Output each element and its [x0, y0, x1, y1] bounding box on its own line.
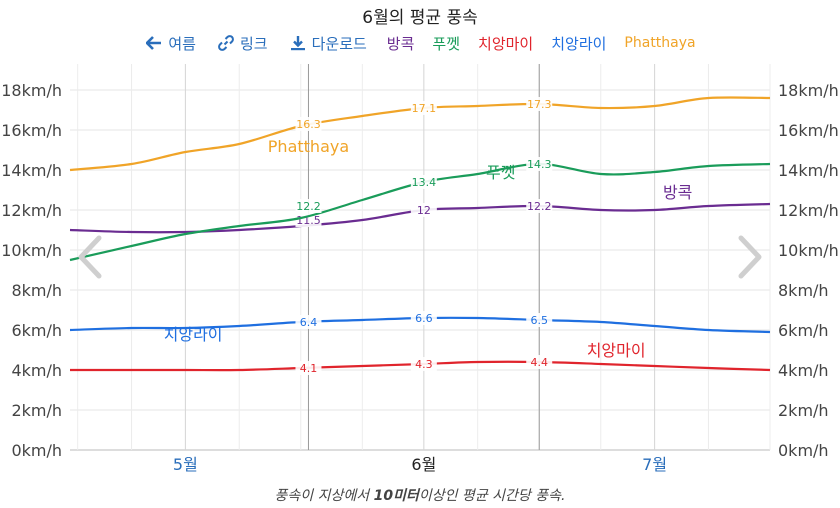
data-label: 17.1	[412, 102, 437, 115]
arrow-left-icon	[146, 36, 162, 50]
data-label-bg	[410, 203, 437, 217]
y-tick-label-right: 14km/h	[778, 161, 839, 180]
y-tick-label-right: 4km/h	[778, 361, 829, 380]
y-tick-label-right: 6km/h	[778, 321, 829, 340]
y-tick-label-left: 2km/h	[11, 401, 62, 420]
data-label-bg	[410, 311, 437, 325]
prev-month-button[interactable]	[75, 234, 105, 280]
chevron-left-icon	[78, 235, 102, 279]
data-label: 12.2	[296, 200, 321, 213]
caption-bold-text: 10미터	[373, 488, 419, 504]
data-label-bg	[526, 199, 553, 213]
data-label: 6.4	[300, 316, 318, 329]
y-tick-label-left: 8km/h	[11, 281, 62, 300]
y-tick-label-right: 10km/h	[778, 241, 839, 260]
download-button[interactable]: 다운로드	[290, 33, 367, 54]
data-label: 14.3	[527, 158, 552, 171]
y-tick-label-left: 10km/h	[1, 241, 62, 260]
x-tick-label: 7월	[642, 455, 667, 474]
data-label-bg	[295, 361, 322, 375]
series-label: Phatthaya	[268, 137, 349, 156]
summer-button[interactable]: 여름	[146, 33, 196, 54]
link-label: 링크	[239, 34, 268, 53]
x-tick-label: 6월	[411, 455, 436, 474]
chart-toolbar: 여름 링크 다운로드 방콕 푸껫 치앙마이 치앙라이 Phatthaya	[0, 32, 840, 54]
data-label-bg	[526, 97, 553, 111]
caption-text: 풍속이 지상에서	[274, 488, 374, 504]
legend-item-phatthaya[interactable]: Phatthaya	[624, 35, 696, 51]
data-label: 4.4	[530, 356, 548, 369]
y-tick-label-right: 12km/h	[778, 201, 839, 220]
summer-label: 여름	[168, 34, 196, 53]
download-label: 다운로드	[311, 34, 367, 53]
data-label-bg	[526, 157, 553, 171]
y-tick-label-left: 0km/h	[11, 441, 62, 460]
chevron-right-icon	[738, 235, 762, 279]
y-tick-label-left: 4km/h	[11, 361, 62, 380]
data-label-bg	[410, 175, 437, 189]
y-tick-label-left: 16km/h	[1, 121, 62, 140]
series-label: 푸껫	[486, 163, 515, 182]
y-tick-label-left: 6km/h	[11, 321, 62, 340]
link-icon	[218, 35, 234, 51]
data-label: 4.3	[415, 358, 433, 371]
data-label: 4.1	[300, 362, 318, 375]
caption-text-end: 이상인 평균 시간당 풍속.	[418, 488, 566, 504]
data-label: 12	[417, 204, 431, 217]
data-label-bg	[295, 315, 322, 329]
y-tick-label-right: 0km/h	[778, 441, 829, 460]
y-tick-label-right: 16km/h	[778, 121, 839, 140]
data-label-bg	[410, 357, 437, 371]
data-label: 17.3	[527, 98, 552, 111]
y-tick-label-right: 2km/h	[778, 401, 829, 420]
data-label: 16.3	[296, 118, 321, 131]
y-tick-label-right: 18km/h	[778, 81, 839, 100]
data-label-bg	[410, 101, 437, 115]
legend-item-phuket[interactable]: 푸껫	[432, 34, 461, 53]
chart-title: 6월의 평균 풍속	[362, 8, 478, 28]
y-tick-label-left: 18km/h	[1, 81, 62, 100]
y-tick-label-left: 14km/h	[1, 161, 62, 180]
legend-item-chiangmai[interactable]: 치앙마이	[478, 34, 534, 53]
data-label: 6.5	[530, 314, 548, 327]
download-icon	[290, 36, 305, 51]
data-label: 13.4	[412, 176, 437, 189]
series-label: 치앙마이	[587, 341, 646, 360]
chart-caption: 풍속이 지상에서 10미터이상인 평균 시간당 풍속.	[0, 485, 840, 505]
data-label: 12.2	[527, 200, 552, 213]
y-tick-label-left: 12km/h	[1, 201, 62, 220]
link-button[interactable]: 링크	[218, 33, 268, 54]
data-label-bg	[295, 117, 322, 131]
legend-item-bangkok[interactable]: 방콕	[386, 34, 415, 53]
y-tick-label-right: 8km/h	[778, 281, 829, 300]
x-tick-label: 5월	[173, 455, 198, 474]
data-label-bg	[526, 355, 553, 369]
data-label-bg	[526, 313, 553, 327]
legend-item-chiangrai[interactable]: 치앙라이	[551, 34, 607, 53]
next-month-button[interactable]	[735, 234, 765, 280]
data-label-bg	[295, 199, 322, 213]
data-label: 6.6	[415, 312, 433, 325]
data-label-bg	[295, 213, 322, 227]
series-label: 치앙라이	[164, 325, 223, 344]
series-label: 방콕	[663, 183, 692, 202]
